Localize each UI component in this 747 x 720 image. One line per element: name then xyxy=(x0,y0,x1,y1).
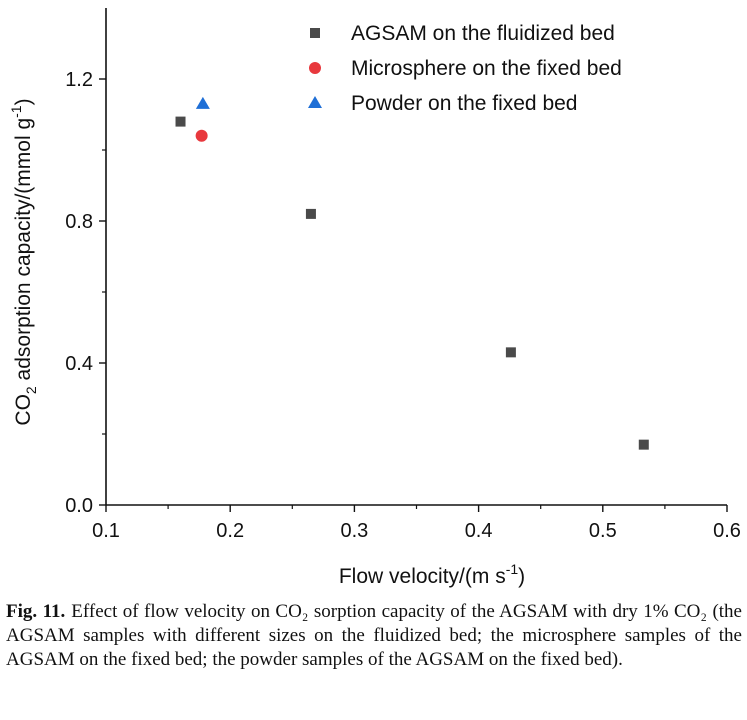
x-axis-label: Flow velocity/(m s-1) xyxy=(339,561,525,588)
data-point-circle xyxy=(195,129,208,142)
x-tick-label: 0.5 xyxy=(589,520,617,542)
scatter-chart: 0.1 0.2 0.3 0.4 0.5 0.6 0.0 0.4 0.8 1.2 AGSAM on … xyxy=(8,8,741,588)
data-point-square xyxy=(638,439,649,450)
data-point-triangle xyxy=(195,96,210,109)
legend-label: Microsphere on the fixed bed xyxy=(351,57,622,80)
y-tick-label: 0.8 xyxy=(65,211,93,233)
y-tick-label: 0.4 xyxy=(65,353,93,375)
y-axis-label: CO2 adsorption capacity/(mmol g-1) xyxy=(8,98,39,425)
legend: AGSAM on the fluidized bed Microsphere on… xyxy=(308,22,622,115)
y-tick-label: 1.2 xyxy=(65,69,93,91)
legend-label: Powder on the fixed bed xyxy=(351,92,578,115)
figure-label: Fig. 11. xyxy=(6,601,66,622)
legend-label: AGSAM on the fluidized bed xyxy=(351,22,615,45)
x-tick-label: 0.1 xyxy=(92,520,120,542)
x-tick-label: 0.6 xyxy=(713,520,741,542)
legend-marker-triangle xyxy=(308,96,322,108)
legend-marker-square xyxy=(310,28,320,38)
data-point-square xyxy=(505,347,516,358)
data-point-square xyxy=(175,116,186,127)
axes xyxy=(105,8,727,506)
x-tick-label: 0.2 xyxy=(216,520,244,542)
ticks: 0.1 0.2 0.3 0.4 0.5 0.6 0.0 0.4 0.8 1.2 xyxy=(65,69,741,542)
y-tick-label: 0.0 xyxy=(65,495,93,517)
x-tick-label: 0.4 xyxy=(465,520,493,542)
legend-marker-circle xyxy=(309,62,321,74)
data-point-square xyxy=(305,208,316,219)
data-points xyxy=(175,96,649,450)
figure-caption-text: Effect of flow velocity on CO₂ sorption … xyxy=(6,601,742,670)
figure-caption: Fig. 11. Effect of flow velocity on CO₂ s… xyxy=(6,600,742,672)
x-tick-label: 0.3 xyxy=(340,520,368,542)
